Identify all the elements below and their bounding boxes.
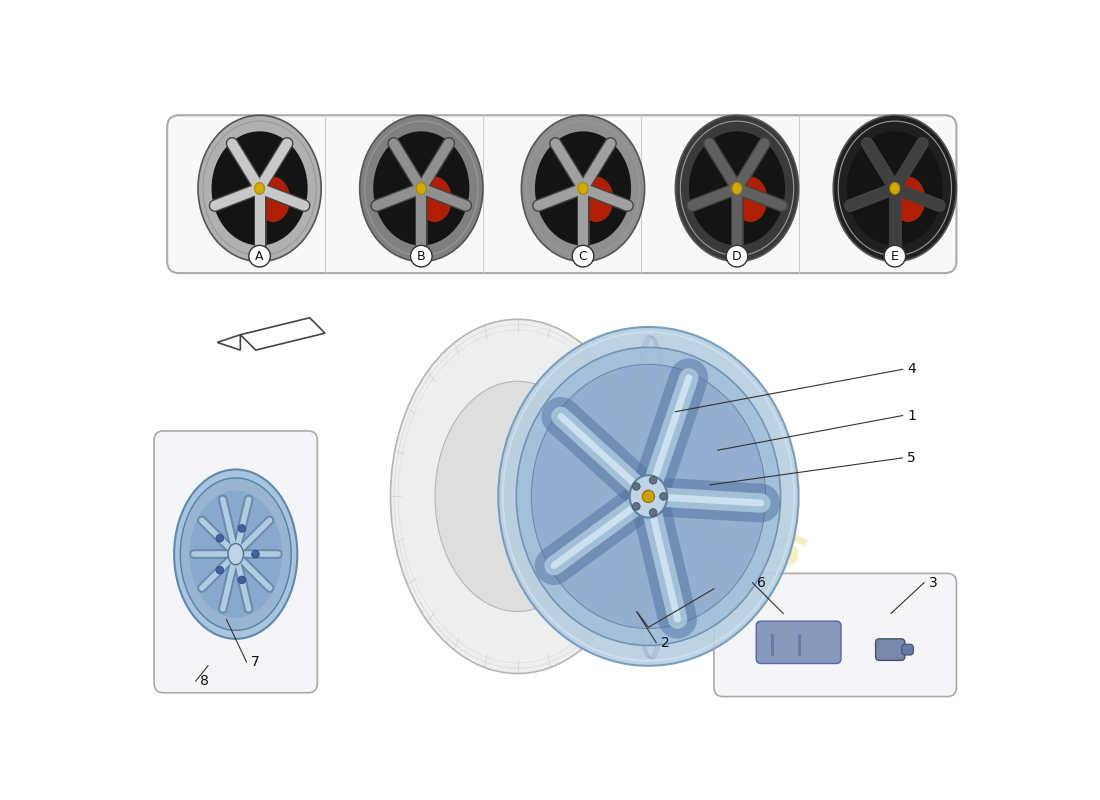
- Polygon shape: [218, 334, 241, 350]
- FancyBboxPatch shape: [876, 639, 905, 661]
- Text: 6: 6: [757, 576, 766, 590]
- Ellipse shape: [417, 182, 426, 194]
- Text: 2: 2: [661, 636, 670, 650]
- Ellipse shape: [521, 115, 645, 262]
- Circle shape: [642, 490, 654, 502]
- Ellipse shape: [689, 131, 785, 246]
- Ellipse shape: [174, 470, 297, 639]
- Circle shape: [410, 246, 432, 267]
- Ellipse shape: [390, 319, 645, 674]
- Circle shape: [649, 477, 657, 484]
- Ellipse shape: [891, 177, 925, 222]
- Polygon shape: [241, 318, 326, 350]
- Ellipse shape: [847, 131, 943, 246]
- Ellipse shape: [228, 543, 243, 565]
- FancyBboxPatch shape: [167, 115, 957, 273]
- Ellipse shape: [834, 115, 957, 262]
- Ellipse shape: [629, 475, 668, 518]
- Circle shape: [632, 502, 640, 510]
- Ellipse shape: [580, 177, 614, 222]
- Ellipse shape: [675, 115, 799, 262]
- FancyBboxPatch shape: [714, 574, 957, 697]
- Text: D: D: [733, 250, 741, 262]
- Text: B: B: [417, 250, 426, 262]
- FancyBboxPatch shape: [757, 621, 842, 663]
- Text: A: A: [255, 250, 264, 262]
- Text: 7: 7: [251, 655, 260, 669]
- Circle shape: [884, 246, 905, 267]
- Ellipse shape: [734, 177, 768, 222]
- Circle shape: [216, 534, 223, 542]
- Ellipse shape: [360, 115, 483, 262]
- Text: C: C: [579, 250, 587, 262]
- Ellipse shape: [373, 131, 470, 246]
- Ellipse shape: [535, 131, 631, 246]
- Text: 3: 3: [928, 576, 937, 590]
- Ellipse shape: [733, 182, 741, 194]
- Circle shape: [572, 246, 594, 267]
- Ellipse shape: [256, 177, 290, 222]
- Circle shape: [726, 246, 748, 267]
- Ellipse shape: [418, 177, 452, 222]
- Text: 5: 5: [908, 451, 916, 465]
- Circle shape: [249, 246, 271, 267]
- FancyBboxPatch shape: [154, 431, 318, 693]
- Ellipse shape: [434, 382, 601, 611]
- Text: 1: 1: [908, 409, 916, 422]
- Text: 4: 4: [908, 362, 916, 376]
- Ellipse shape: [211, 131, 308, 246]
- Ellipse shape: [516, 347, 781, 646]
- Text: since 1985: since 1985: [517, 410, 811, 582]
- Ellipse shape: [198, 115, 321, 262]
- Ellipse shape: [180, 478, 292, 630]
- Circle shape: [216, 566, 223, 574]
- Ellipse shape: [390, 319, 645, 674]
- Ellipse shape: [579, 182, 587, 194]
- Text: E: E: [891, 250, 899, 262]
- Circle shape: [660, 493, 668, 500]
- Ellipse shape: [255, 182, 264, 194]
- Ellipse shape: [189, 490, 282, 618]
- FancyBboxPatch shape: [902, 644, 913, 655]
- Ellipse shape: [498, 327, 799, 666]
- Circle shape: [252, 550, 260, 558]
- Ellipse shape: [531, 364, 766, 629]
- Circle shape: [238, 525, 245, 532]
- Circle shape: [238, 576, 245, 584]
- Ellipse shape: [890, 182, 900, 194]
- Text: 8: 8: [200, 674, 209, 688]
- Circle shape: [632, 482, 640, 490]
- Circle shape: [649, 509, 657, 516]
